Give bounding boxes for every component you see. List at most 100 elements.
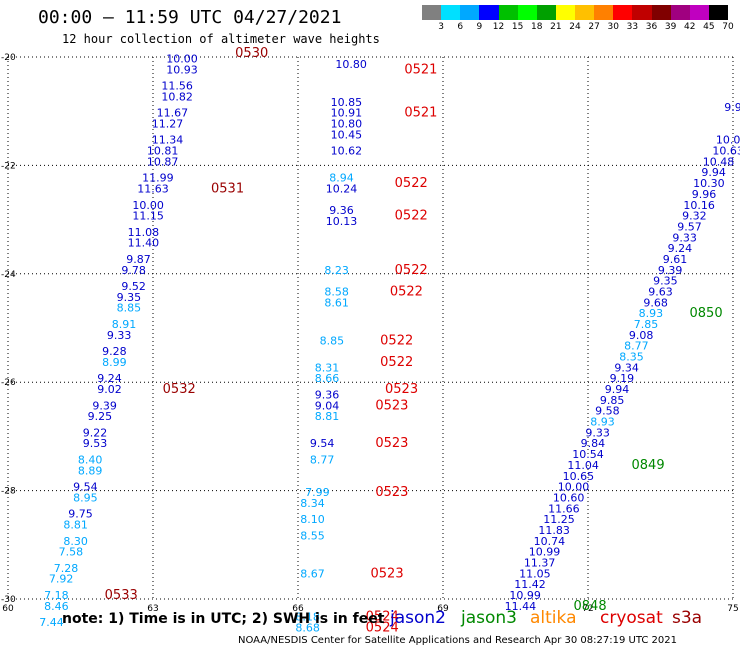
colorbar-label: 39	[664, 22, 677, 32]
wave-height-label: 9.04	[315, 399, 340, 412]
wave-height-label: 9.54	[310, 437, 335, 450]
wave-height-label: 8.77	[624, 340, 649, 353]
wave-height-label: 10.45	[331, 128, 363, 141]
wave-height-label: 10.13	[326, 215, 358, 228]
wave-height-label: 7.28	[54, 562, 79, 575]
wave-height-label: 10.24	[326, 183, 358, 196]
colorbar-swatch	[670, 5, 690, 20]
wave-height-label: 9.36	[315, 388, 340, 401]
wave-height-label: 8.85	[117, 302, 142, 315]
wave-height-label: 11.25	[543, 513, 575, 526]
wave-height-label: 9.36	[329, 204, 354, 217]
colorbar-swatch	[498, 5, 518, 20]
wave-height-label: 8.31	[315, 361, 340, 374]
time-label: 0522	[390, 284, 423, 299]
time-label: 0524	[366, 621, 399, 636]
time-label: 0523	[385, 382, 418, 397]
wave-height-label: 7.44	[39, 616, 64, 629]
wave-height-label: 9.08	[629, 329, 654, 342]
wave-height-label: 9.84	[581, 437, 606, 450]
wave-height-label: 10.87	[147, 155, 179, 168]
wave-height-label: 8.68	[295, 622, 320, 635]
wave-height-label: 11.15	[132, 210, 164, 223]
map-subtitle: 12 hour collection of altimeter wave hei…	[62, 32, 380, 46]
time-label: 0522	[380, 333, 413, 348]
wave-height-label: 11.83	[538, 524, 570, 537]
wave-height-label: 8.61	[324, 296, 349, 309]
wave-height-label: 7.58	[59, 546, 84, 559]
wave-height-label: 10.63	[712, 145, 740, 158]
wave-height-label: 8.46	[44, 600, 69, 613]
y-tick-label: -24	[1, 270, 16, 280]
colorbar-label: 15	[511, 22, 524, 32]
wave-height-label: 10.48	[703, 155, 735, 168]
wave-height-label: 10.16	[683, 199, 715, 212]
wave-height-label: 7.99	[305, 486, 330, 499]
satellite-label-jason3: jason3	[461, 608, 517, 628]
wave-height-label: 8.99	[102, 356, 127, 369]
colorbar-label: 36	[645, 22, 658, 32]
time-label: 0523	[371, 566, 404, 581]
x-tick-label: 60	[2, 604, 14, 614]
wave-height-label: 11.56	[161, 80, 193, 93]
time-label: 0523	[375, 485, 408, 500]
x-tick-label: 75	[727, 604, 738, 614]
wave-height-label: 9.68	[643, 296, 668, 309]
wave-height-label: 11.99	[142, 172, 174, 185]
map-title: 00:00 – 11:59 UTC 04/27/2021	[38, 7, 342, 28]
wave-height-label: 9.35	[117, 291, 142, 304]
wave-height-label: 10.91	[331, 107, 363, 120]
colorbar-swatch	[441, 5, 461, 20]
wave-height-label: 9.19	[610, 372, 635, 385]
wave-height-label: 10.60	[553, 491, 585, 504]
colorbar-swatch	[613, 5, 633, 20]
wave-height-label: 11.67	[157, 107, 189, 120]
colorbar	[422, 5, 728, 20]
wave-height-label: 9.85	[600, 394, 625, 407]
x-tick-label: 63	[147, 604, 158, 614]
wave-height-label: 8.40	[78, 454, 103, 467]
wave-height-label: 8.95	[73, 491, 98, 504]
wave-height-label: 9.33	[672, 231, 697, 244]
y-tick-label: -22	[1, 161, 16, 171]
colorbar-swatch	[517, 5, 537, 20]
satellite-label-altika: altika	[530, 608, 577, 628]
wave-height-label: 8.66	[315, 372, 340, 385]
wave-height-label: 11.66	[548, 502, 580, 515]
x-tick-label: 69	[437, 604, 449, 614]
wave-height-label: 8.81	[315, 410, 340, 423]
wave-height-label: 9.53	[83, 437, 108, 450]
colorbar-swatch	[555, 5, 575, 20]
wave-height-label: 9.02	[97, 383, 122, 396]
wave-height-label: 7.92	[49, 573, 74, 586]
credit-line: NOAA/NESDIS Center for Satellite Applica…	[238, 635, 677, 646]
wave-height-label: 11.27	[152, 117, 184, 130]
colorbar-swatch	[536, 5, 556, 20]
wave-height-label: 11.44	[505, 600, 537, 613]
colorbar-label: 18	[531, 22, 543, 32]
time-label: 0533	[105, 588, 138, 603]
wave-height-label: 10.62	[331, 145, 363, 158]
wave-height-label: 8.23	[324, 264, 349, 277]
wave-height-label: 10.93	[166, 63, 198, 76]
time-label: 0531	[211, 182, 244, 197]
wave-height-label: 8.93	[590, 416, 615, 429]
wave-height-label: 8.30	[63, 535, 88, 548]
wave-height-label: 9.34	[614, 361, 639, 374]
wave-height-label: 8.94	[329, 172, 354, 185]
time-label: 0849	[632, 458, 665, 473]
wave-height-label: 8.35	[619, 351, 644, 364]
time-label: 0522	[395, 176, 428, 191]
wave-height-label: 9.25	[88, 410, 113, 423]
colorbar-swatch	[460, 5, 480, 20]
time-label: 0532	[163, 382, 196, 397]
wave-height-label: 11.37	[524, 556, 556, 569]
wave-height-label: 10.00	[166, 52, 198, 65]
colorbar-label: 30	[607, 22, 619, 32]
wave-height-label: 11.04	[567, 459, 599, 472]
time-label: 0522	[380, 355, 413, 370]
colorbar-label: 6	[457, 22, 464, 32]
satellite-label-s3a: s3a	[672, 608, 703, 628]
